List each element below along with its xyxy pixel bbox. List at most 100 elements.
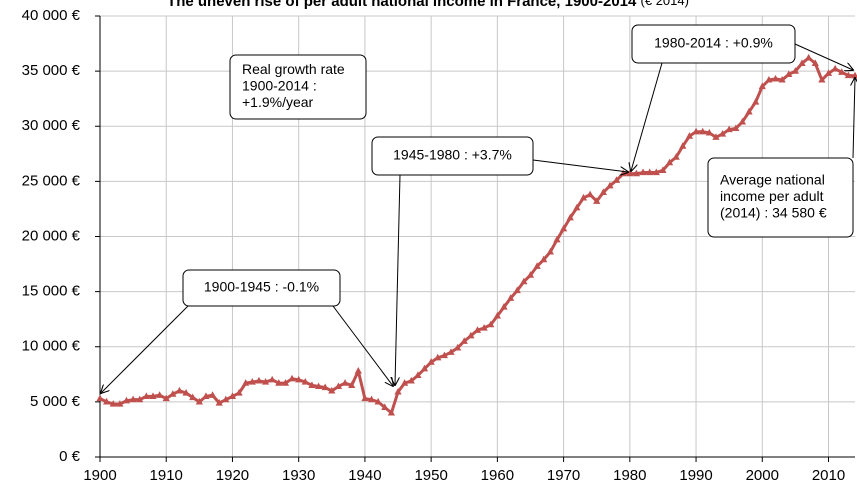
point-marker [752,97,760,105]
annotation-text: 1945-1980 : +3.7% [393,147,512,163]
point-marker [513,286,521,294]
point-marker [387,408,396,416]
x-tick-label: 1930 [282,467,315,484]
point-marker [129,395,137,403]
point-marker [281,379,290,386]
point-marker [612,176,621,183]
point-marker [162,394,170,402]
point-marker [175,386,184,394]
y-tick-label: 30 000 € [22,117,81,134]
point-marker [540,255,548,263]
point-marker [116,400,124,407]
point-marker [566,213,574,221]
point-marker [301,378,309,385]
point-marker [553,235,561,243]
point-marker [295,375,303,383]
point-marker [454,343,462,351]
point-marker [341,379,349,386]
point-marker [149,392,157,399]
point-marker [367,395,376,403]
point-marker [507,294,515,301]
point-marker [334,382,343,390]
point-marker [593,197,601,204]
point-marker [189,393,197,401]
point-marker [248,378,256,385]
point-marker [520,277,528,285]
point-marker [228,392,237,399]
point-marker [533,262,541,269]
point-marker [765,75,773,83]
point-marker [546,247,554,255]
point-marker [268,375,276,383]
y-tick-label: 10 000 € [22,338,81,355]
point-marker [526,271,535,278]
x-tick-label: 2000 [746,467,779,484]
point-marker [480,324,488,331]
point-marker [738,117,747,125]
point-marker [778,75,786,83]
point-marker [215,398,223,406]
annotation-arrow [395,174,401,385]
point-marker [195,397,203,405]
point-marker [407,376,415,384]
y-tick-label: 5 000 € [30,393,81,410]
point-marker [208,391,217,398]
point-marker [473,326,482,333]
x-tick-label: 1950 [414,467,447,484]
point-marker [122,396,131,404]
annotation-arrow [101,305,189,393]
y-tick-label: 15 000 € [22,283,81,300]
point-marker [692,127,700,135]
point-marker [639,168,647,176]
x-tick-label: 1920 [216,467,249,484]
point-marker [288,374,296,382]
annotation-text: 1980-2014 : +0.9% [654,35,773,51]
annotation-box [707,157,854,238]
x-tick-label: 1990 [679,467,712,484]
point-marker [255,376,263,384]
point-marker [758,82,766,90]
x-tick-label: 1980 [613,467,646,484]
point-marker [659,166,667,173]
point-marker [679,142,687,149]
point-marker [487,320,495,328]
point-marker [182,389,190,396]
point-marker [785,70,793,78]
x-tick-label: 1940 [348,467,381,484]
annotation-arrow [332,305,393,386]
point-marker [672,153,680,160]
point-marker [202,392,210,399]
point-marker [434,353,442,361]
point-marker [414,371,422,379]
annotation-box [229,54,367,120]
point-marker [798,59,806,67]
y-tick-label: 40 000 € [22,7,81,24]
annotation-text: Real growth rate [242,61,345,77]
point-marker [354,367,362,374]
point-marker [493,311,501,319]
point-marker [361,394,369,402]
point-marker [394,387,402,395]
point-marker [103,397,111,405]
point-marker [169,390,177,397]
annotation-text: Average national [720,172,825,188]
point-marker [712,133,720,140]
point-marker [811,59,819,67]
annotation-text: (2014) : 34 580 € [720,205,827,221]
point-marker [427,358,435,365]
point-marker [308,381,316,388]
point-marker [348,381,356,388]
x-tick-label: 2010 [812,467,845,484]
point-marker [599,188,607,195]
point-marker [818,75,826,83]
point-marker [838,68,846,75]
chart-title: The uneven rise of per adult national in… [167,0,689,10]
point-marker [579,193,588,201]
annotation-arrow [631,62,663,171]
point-marker [685,132,694,139]
annotation-box [631,24,796,64]
point-marker [831,64,839,72]
point-marker [705,128,713,136]
annotation-arrow [794,43,853,70]
point-marker [606,181,614,189]
